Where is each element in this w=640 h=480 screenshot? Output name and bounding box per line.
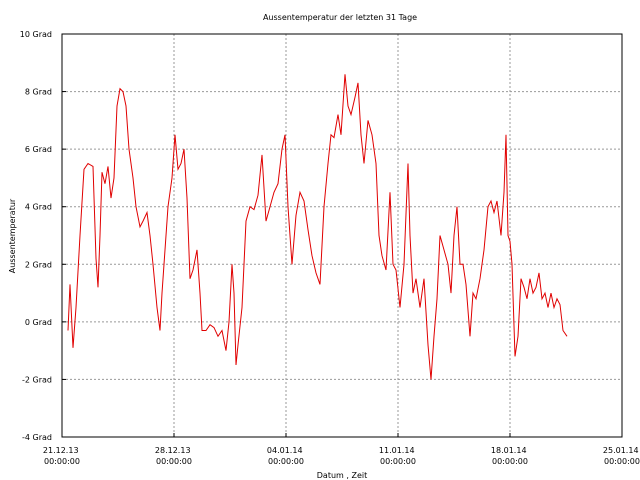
y-tick-label: 10 Grad [20,30,52,39]
x-tick-label: 18.01.14 00:00:00 [491,446,529,466]
y-axis-label: Aussentemperatur [8,198,17,273]
x-tick-label: 25.01.14 00:00:00 [603,446,640,466]
x-tick-label: 11.01.14 00:00:00 [379,446,417,466]
x-axis-label: Datum , Zeit [317,471,367,480]
x-tick-label: 04.01.14 00:00:00 [267,446,305,466]
x-tick-label: 28.12.13 00:00:00 [155,446,193,466]
y-tick-label: -4 Grad [22,433,52,442]
chart-title: Aussentemperatur der letzten 31 Tage [263,13,417,22]
plot-frame [61,33,623,438]
x-tick-label: 21.12.13 00:00:00 [43,446,81,466]
y-tick-label: 4 Grad [25,203,52,212]
y-tick-label: -2 Grad [22,375,52,384]
temperature-line [67,74,568,380]
y-tick-label: 6 Grad [25,145,52,154]
y-tick-label: 0 Grad [25,318,52,327]
y-tick-label: 2 Grad [25,260,52,269]
y-tick-label: 8 Grad [25,88,52,97]
